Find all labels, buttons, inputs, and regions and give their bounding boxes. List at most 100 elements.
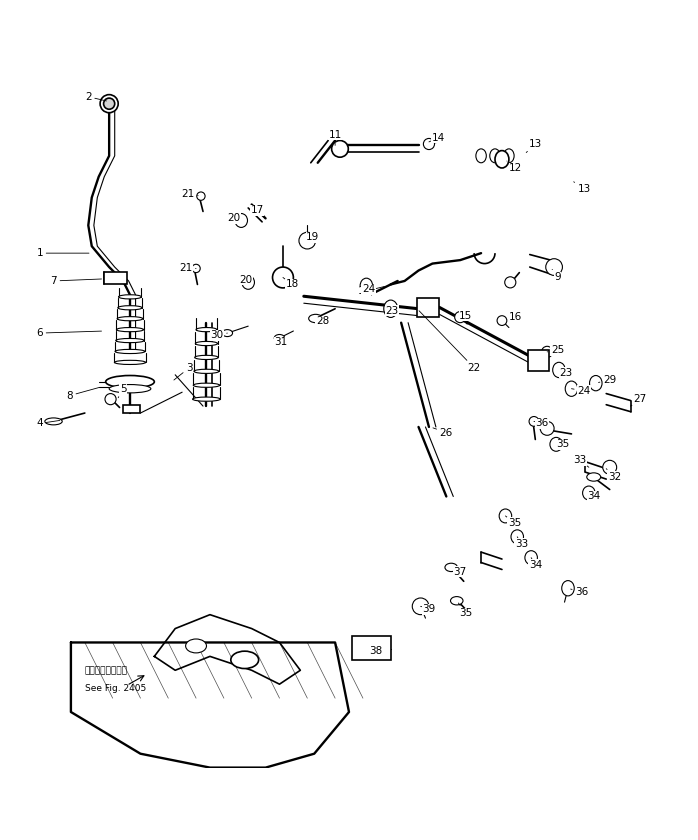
Text: 34: 34 [587, 491, 600, 501]
Ellipse shape [119, 295, 142, 299]
Text: 12: 12 [507, 161, 523, 173]
Text: 23: 23 [559, 368, 572, 378]
Text: 21: 21 [181, 189, 198, 199]
Text: See Fig. 2405: See Fig. 2405 [85, 685, 146, 693]
Ellipse shape [242, 276, 255, 289]
Text: 25: 25 [547, 345, 564, 355]
Circle shape [424, 139, 435, 150]
Ellipse shape [583, 486, 595, 500]
Text: 3: 3 [174, 363, 193, 380]
Ellipse shape [45, 418, 62, 425]
Text: 31: 31 [274, 337, 288, 347]
Ellipse shape [222, 329, 232, 337]
Circle shape [505, 277, 516, 288]
Text: 13: 13 [526, 139, 542, 153]
Text: 17: 17 [251, 205, 264, 215]
Circle shape [413, 598, 429, 615]
Text: 34: 34 [528, 558, 542, 570]
Text: 15: 15 [459, 311, 473, 321]
Ellipse shape [114, 360, 146, 365]
Ellipse shape [186, 639, 207, 653]
Bar [352, 636, 391, 660]
Text: 2: 2 [85, 92, 107, 102]
Text: 16: 16 [510, 312, 523, 322]
Ellipse shape [384, 300, 398, 318]
Ellipse shape [565, 381, 578, 396]
Bar [417, 297, 439, 318]
Circle shape [332, 140, 348, 157]
Circle shape [105, 394, 116, 405]
Ellipse shape [117, 328, 144, 332]
Text: 7: 7 [50, 276, 101, 286]
Text: 32: 32 [607, 469, 621, 482]
Bar [104, 272, 126, 285]
Ellipse shape [309, 314, 322, 323]
Ellipse shape [109, 385, 151, 393]
Text: 21: 21 [179, 264, 196, 274]
Text: 14: 14 [429, 133, 445, 143]
Text: 33: 33 [515, 537, 528, 549]
Text: 5: 5 [118, 384, 126, 398]
Text: 24: 24 [362, 284, 375, 294]
Ellipse shape [118, 306, 142, 310]
Text: 13: 13 [574, 181, 591, 194]
Ellipse shape [196, 328, 217, 332]
Ellipse shape [590, 375, 602, 391]
Ellipse shape [562, 580, 574, 596]
Ellipse shape [476, 149, 487, 163]
Circle shape [454, 312, 466, 323]
Text: 29: 29 [598, 375, 616, 385]
Text: 28: 28 [316, 317, 329, 326]
Ellipse shape [194, 370, 219, 374]
Ellipse shape [235, 213, 248, 228]
Ellipse shape [195, 355, 218, 360]
Ellipse shape [105, 375, 154, 388]
Text: 26: 26 [433, 428, 453, 438]
Ellipse shape [450, 596, 463, 605]
Ellipse shape [193, 397, 221, 402]
Text: 33: 33 [573, 455, 589, 467]
Text: 35: 35 [505, 516, 521, 528]
Ellipse shape [445, 563, 457, 571]
Ellipse shape [587, 473, 601, 481]
Circle shape [529, 417, 539, 426]
Text: 6: 6 [36, 328, 101, 338]
Text: 37: 37 [454, 566, 467, 576]
Circle shape [299, 233, 315, 249]
Ellipse shape [117, 317, 143, 321]
Text: 23: 23 [385, 306, 399, 316]
Text: 1: 1 [36, 248, 89, 258]
Ellipse shape [490, 149, 500, 163]
Ellipse shape [553, 362, 565, 378]
Text: 38: 38 [369, 646, 382, 656]
Bar [528, 350, 549, 371]
Text: 27: 27 [630, 394, 646, 406]
Circle shape [192, 265, 200, 273]
Circle shape [603, 460, 616, 475]
Ellipse shape [231, 651, 259, 669]
Text: 30: 30 [210, 330, 228, 340]
Ellipse shape [195, 341, 218, 345]
Ellipse shape [504, 149, 514, 163]
Ellipse shape [495, 150, 509, 168]
Ellipse shape [550, 438, 563, 451]
Circle shape [546, 259, 563, 276]
Text: 20: 20 [239, 275, 253, 285]
Text: 10: 10 [358, 286, 385, 297]
Text: 24: 24 [572, 386, 591, 396]
Text: 22: 22 [419, 311, 481, 373]
Text: 35: 35 [459, 603, 473, 618]
Circle shape [542, 346, 553, 358]
Ellipse shape [511, 530, 524, 543]
Circle shape [272, 267, 293, 288]
Circle shape [540, 422, 554, 435]
Text: 9: 9 [552, 270, 561, 282]
Ellipse shape [116, 339, 144, 343]
Text: 18: 18 [283, 277, 299, 290]
Ellipse shape [360, 278, 373, 293]
Text: 36: 36 [571, 587, 588, 597]
Text: 36: 36 [534, 418, 549, 428]
Text: 19: 19 [306, 232, 320, 242]
Circle shape [497, 316, 507, 325]
Text: 第２４０５回参照: 第２４０５回参照 [85, 667, 128, 676]
